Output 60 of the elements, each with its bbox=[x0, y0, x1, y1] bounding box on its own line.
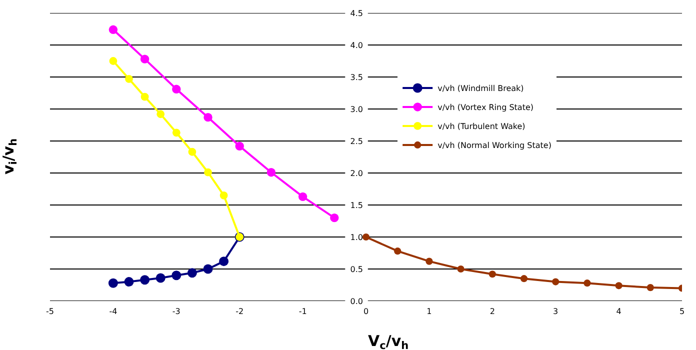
point bbox=[172, 270, 182, 280]
point bbox=[140, 275, 150, 285]
x-tick-label: 0 bbox=[363, 307, 369, 316]
point bbox=[124, 277, 134, 287]
point bbox=[172, 84, 181, 94]
point bbox=[615, 282, 622, 290]
y-tick-label: 3.0 bbox=[350, 104, 363, 114]
point bbox=[330, 213, 339, 222]
point bbox=[108, 278, 118, 288]
point bbox=[172, 128, 180, 137]
point bbox=[187, 268, 197, 278]
point bbox=[298, 192, 308, 202]
x-tick-label: -5 bbox=[46, 307, 54, 316]
y-tick-label: 0.0 bbox=[350, 296, 363, 306]
x-tick-label: 1 bbox=[426, 307, 432, 316]
point bbox=[219, 256, 229, 266]
point bbox=[362, 233, 370, 241]
point bbox=[520, 275, 528, 282]
point bbox=[188, 148, 196, 156]
x-tick-label: -4 bbox=[109, 307, 118, 316]
point bbox=[584, 280, 591, 287]
y-tick-label: 1.0 bbox=[350, 232, 363, 242]
legend-label: v/vh (Normal Working State) bbox=[438, 141, 552, 150]
point bbox=[125, 74, 133, 83]
x-tick-label: -3 bbox=[172, 307, 180, 316]
y-tick-label: 4.0 bbox=[350, 40, 363, 50]
point bbox=[156, 273, 166, 283]
point bbox=[646, 284, 654, 292]
x-tick-label: -1 bbox=[298, 307, 307, 316]
legend-label: v/vh (Vortex Ring State) bbox=[438, 103, 534, 112]
legend-label: v/vh (Turbulent Wake) bbox=[438, 122, 526, 132]
point bbox=[140, 92, 149, 101]
point bbox=[204, 168, 212, 176]
point bbox=[235, 142, 244, 150]
x-tick-label: -2 bbox=[236, 307, 244, 316]
y-tick-label: 1.5 bbox=[350, 200, 363, 210]
point bbox=[220, 191, 228, 200]
x-tick-label: 5 bbox=[679, 307, 685, 316]
point bbox=[266, 168, 276, 177]
x-tick-label: 2 bbox=[490, 307, 495, 316]
point bbox=[109, 57, 118, 65]
point bbox=[156, 110, 165, 118]
x-axis-title: V$_{c}$/v$_{h}$ bbox=[368, 332, 409, 350]
point bbox=[203, 264, 213, 274]
x-tick-label: 3 bbox=[553, 307, 558, 316]
point bbox=[552, 278, 560, 286]
legend-label: v/vh (Windmill Break) bbox=[438, 84, 524, 94]
point bbox=[426, 258, 433, 265]
y-tick-label: 2.5 bbox=[350, 136, 363, 146]
y-tick-label: 3.5 bbox=[350, 72, 363, 82]
x-tick-label: 4 bbox=[616, 307, 622, 316]
y-tick-label: 4.5 bbox=[350, 8, 363, 18]
y-tick-label: 2.0 bbox=[350, 168, 363, 178]
point bbox=[108, 25, 118, 34]
point bbox=[457, 265, 464, 273]
point bbox=[394, 248, 402, 255]
point bbox=[140, 54, 150, 64]
y-tick-label: 0.5 bbox=[350, 264, 363, 274]
point bbox=[488, 270, 496, 278]
point bbox=[204, 112, 212, 122]
